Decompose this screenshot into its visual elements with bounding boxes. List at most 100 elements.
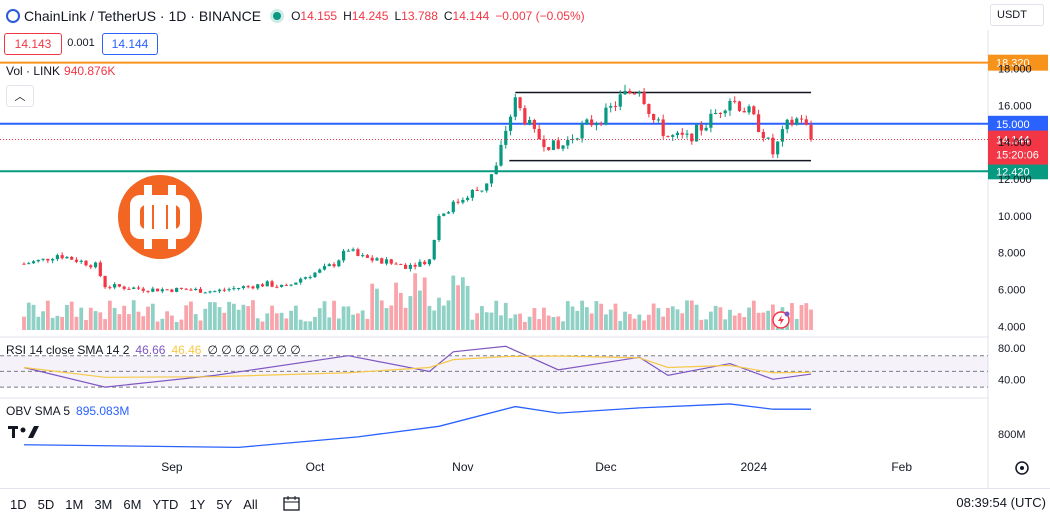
- volume-bar: [627, 314, 632, 330]
- price-axis[interactable]: 4.000 6.000 8.000 10.000 12.000 14.000 16.000 1…: [998, 64, 1032, 334]
- candle-body: [685, 133, 689, 135]
- volume-bar: [737, 313, 742, 330]
- candle-body: [613, 106, 618, 108]
- tf-1y[interactable]: 1Y: [189, 496, 206, 512]
- rsi-value: 46.66: [135, 343, 166, 357]
- volume-bar: [522, 321, 527, 330]
- volume-bar: [794, 318, 799, 330]
- candle-body: [351, 249, 355, 251]
- volume-bar: [332, 300, 336, 330]
- volume-bar: [212, 302, 217, 330]
- tf-6m[interactable]: 6M: [123, 496, 142, 512]
- rsi-legend[interactable]: RSI 14 close SMA 14 2 46.66 46.46 ∅ ∅ ∅ ∅ ∅…: [6, 343, 301, 357]
- candle-body: [51, 259, 55, 261]
- tradingview-logo-icon: [8, 426, 39, 438]
- candle-body: [513, 97, 517, 117]
- tf-ytd[interactable]: YTD: [152, 496, 179, 512]
- candle-body: [466, 197, 470, 200]
- candle-body: [537, 128, 541, 140]
- tf-1d[interactable]: 1D: [10, 496, 27, 512]
- currency-button[interactable]: USDT: [990, 4, 1044, 26]
- volume-bar: [103, 319, 107, 330]
- volume-bar: [322, 301, 327, 330]
- volume-bar: [384, 308, 389, 330]
- volume-bar: [642, 320, 646, 330]
- volume-bar: [661, 316, 666, 330]
- volume-bar: [155, 321, 160, 330]
- channel-lines[interactable]: [509, 91, 812, 162]
- date-range-calendar-icon[interactable]: [283, 495, 301, 514]
- volume-bar: [365, 318, 370, 330]
- horizontal-levels[interactable]: 18.320 15.000 12.420: [0, 54, 1048, 180]
- volume-bar: [489, 312, 494, 330]
- volume-bar: [55, 315, 60, 330]
- obv-legend[interactable]: OBV SMA 5 895.083M: [6, 404, 129, 418]
- volume-bar: [542, 307, 546, 330]
- tf-5y[interactable]: 5Y: [216, 496, 233, 512]
- volume-bar: [713, 305, 718, 330]
- market-status-icon[interactable]: [273, 12, 282, 20]
- volume-bar: [308, 321, 313, 330]
- candle-body: [661, 119, 665, 136]
- candle-body: [289, 284, 293, 286]
- candle-body: [780, 129, 785, 142]
- volume-bar: [728, 309, 732, 330]
- candle-body: [237, 287, 241, 289]
- volume-bar: [546, 315, 551, 330]
- volume-bar: [675, 309, 680, 330]
- volume-bar: [317, 308, 322, 330]
- volume-bar: [799, 305, 804, 330]
- volume-bar: [460, 277, 465, 330]
- tf-5d[interactable]: 5D: [37, 496, 55, 512]
- collapse-legend-button[interactable]: ︿: [6, 85, 34, 107]
- time-tick-label: Nov: [452, 460, 473, 474]
- volume-bar: [313, 316, 317, 330]
- buy-price-button[interactable]: 14.144: [102, 33, 158, 55]
- candle-body: [585, 119, 589, 124]
- time-axis[interactable]: Sep Oct Nov Dec 2024 Feb: [161, 460, 912, 474]
- candle-body: [322, 266, 327, 270]
- candle-body: [375, 258, 379, 261]
- candle-body: [647, 103, 651, 114]
- countdown-label: 15:20:06: [996, 150, 1039, 162]
- symbol-title[interactable]: ChainLink / TetherUS · 1D · BINANCE: [24, 8, 262, 24]
- volume-legend[interactable]: Vol · LINK 940.876K: [6, 64, 115, 78]
- volume-bar: [432, 310, 437, 330]
- volume-bar: [131, 300, 136, 330]
- rsi-label: RSI 14 close SMA 14 2: [6, 343, 130, 357]
- candle-body: [98, 262, 102, 277]
- candle-body: [308, 277, 312, 279]
- low-label: L: [394, 9, 402, 23]
- volume-bar: [508, 318, 513, 330]
- utc-clock[interactable]: 08:39:54 (UTC): [956, 495, 1046, 510]
- grid: [0, 30, 989, 488]
- volume-bar: [379, 300, 384, 330]
- volume-bar: [751, 300, 756, 330]
- candle-body: [470, 189, 474, 198]
- candle-body: [103, 276, 107, 288]
- candle-body: [799, 118, 804, 120]
- candle-body: [427, 259, 432, 265]
- open-label: O: [291, 9, 301, 23]
- candle-body: [213, 291, 217, 293]
- candle-body: [408, 264, 412, 269]
- volume-bar: [370, 283, 375, 330]
- rsi-sma-value: 46.46: [171, 343, 202, 357]
- volume-bar: [723, 319, 728, 330]
- tf-3m[interactable]: 3M: [94, 496, 113, 512]
- settings-gear-icon[interactable]: [1015, 461, 1029, 475]
- tf-1m[interactable]: 1M: [65, 496, 84, 512]
- volume-bar: [198, 320, 203, 330]
- time-tick-label: 2024: [740, 460, 767, 474]
- candle-body: [680, 132, 684, 135]
- volume-bar: [303, 321, 308, 330]
- candle-body: [547, 147, 551, 150]
- candles: [22, 84, 813, 294]
- volume-bar: [704, 319, 709, 330]
- candle-body: [504, 130, 508, 145]
- lightning-icon[interactable]: [772, 311, 790, 329]
- tf-all[interactable]: All: [243, 496, 258, 512]
- candle-body: [776, 141, 780, 155]
- sell-price-button[interactable]: 14.143: [4, 33, 62, 55]
